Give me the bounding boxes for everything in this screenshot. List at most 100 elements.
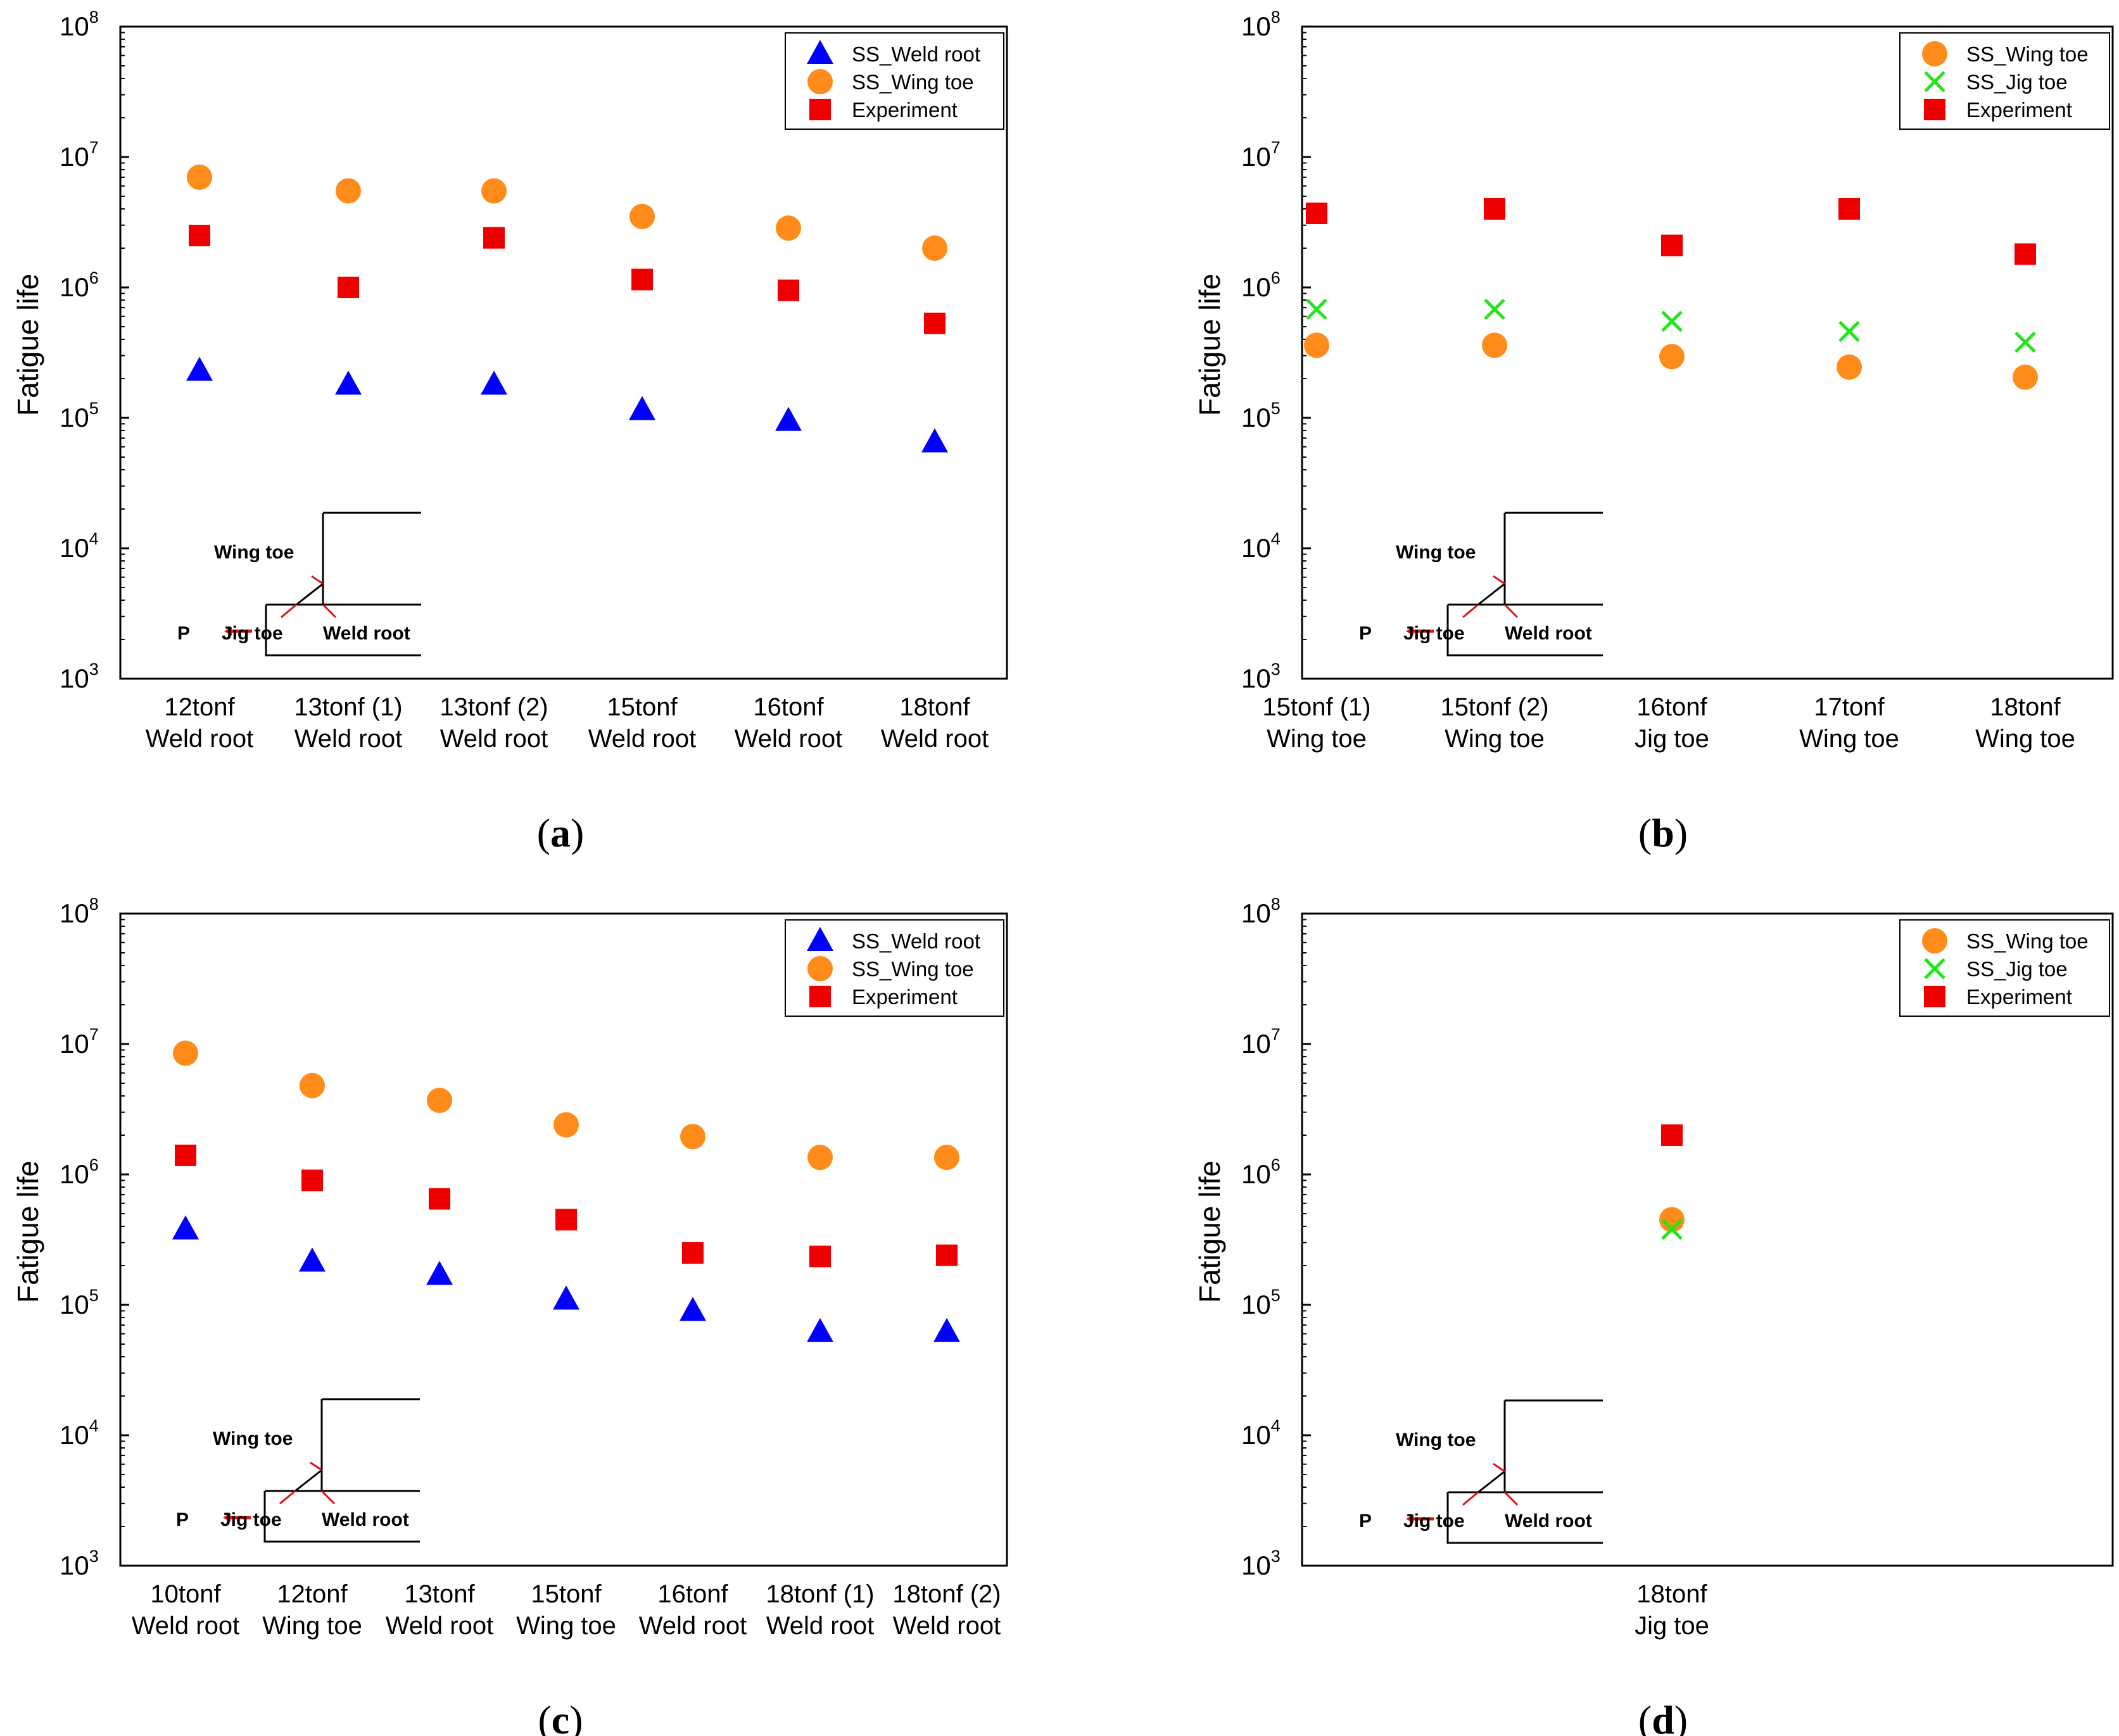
inset-weld-line — [294, 1469, 322, 1492]
legend-label: Experiment — [1966, 98, 2072, 122]
plot-frame — [1301, 912, 2114, 1567]
panel-label-letter: c — [552, 1697, 569, 1736]
y-axis-label: Fatigue life — [1193, 274, 1226, 416]
panel-label-close: ) — [569, 1697, 583, 1736]
inset-diagram: Wing toe Jig toe Weld root P — [1359, 512, 1603, 657]
inset-jig-toe-label: Jig toe — [222, 623, 283, 644]
x-category-label-line1: 18tonf (2) — [892, 1580, 1001, 1608]
legend-label: SS_Weld root — [852, 42, 980, 66]
inset-wing-toe-label: Wing toe — [1396, 542, 1476, 563]
data-point — [775, 406, 802, 431]
y-tick-label: 108 — [1241, 895, 1281, 928]
data-point — [1838, 320, 1860, 343]
wing-toe-arrow — [310, 1461, 322, 1471]
x-category-label-line1: 10tonf — [150, 1580, 221, 1608]
jig-toe-arrow — [281, 603, 297, 619]
y-tick-label: 104 — [1241, 1416, 1281, 1450]
data-point — [1659, 344, 1685, 370]
inset-wing-toe-label: Wing toe — [214, 542, 294, 563]
legend-label: SS_Wing toe — [852, 957, 974, 981]
data-point — [300, 1072, 325, 1098]
series-experiment — [1306, 198, 2036, 265]
y-tick-label: 107 — [1241, 138, 1281, 172]
y-tick-base: 10 — [60, 533, 89, 563]
y-tick-exponent: 8 — [1271, 895, 1281, 914]
x-category-label-line1: 17tonf — [1814, 693, 1885, 721]
series-ss-wing-toe — [187, 164, 947, 261]
wing-toe-arrow — [311, 575, 324, 585]
inset-diagram: Wing toe Jig toe Weld root P — [176, 1398, 420, 1543]
jig-toe-arrow — [1462, 1491, 1479, 1506]
legend-label: Experiment — [852, 985, 958, 1009]
data-point — [1484, 198, 1505, 220]
series-ss-wing-toe — [173, 1040, 959, 1171]
data-point — [936, 1244, 958, 1266]
x-category-label-line1: 16tonf — [657, 1580, 728, 1608]
x-category-label-line1: 16tonf — [753, 693, 824, 721]
y-tick-base: 10 — [1241, 1029, 1271, 1059]
data-point — [1304, 332, 1329, 358]
x-category-label-line1: 18tonf — [899, 693, 970, 721]
y-tick-base: 10 — [1241, 1290, 1271, 1319]
series-experiment — [189, 225, 946, 334]
y-tick-exponent: 3 — [1271, 1547, 1281, 1566]
y-tick-base: 10 — [1241, 1420, 1271, 1450]
weld-root-arrow — [1503, 603, 1519, 619]
wing-toe-arrow — [1493, 575, 1505, 585]
inset-diagram: Wing toe Jig toe Weld root P — [177, 512, 421, 657]
x-category-label-line1: 15tonf (1) — [1262, 693, 1370, 721]
y-tick-label: 104 — [60, 1416, 99, 1450]
data-point — [299, 1247, 326, 1272]
inset-plate — [263, 1490, 420, 1543]
data-point — [1661, 1124, 1683, 1146]
data-point — [778, 279, 799, 301]
data-point — [173, 1040, 198, 1066]
inset-weld-root-label: Weld root — [1505, 1511, 1592, 1532]
panel-label-open: ( — [538, 1697, 551, 1736]
x-category-label-line2: Weld root — [735, 725, 842, 753]
x-category-label-line2: Jig toe — [1635, 725, 1709, 753]
y-tick-base: 10 — [1241, 11, 1271, 41]
data-point — [426, 1261, 453, 1285]
y-tick-label: 108 — [60, 895, 99, 928]
x-category-label-line1: 18tonf — [1636, 1580, 1707, 1608]
y-tick-base: 10 — [60, 1420, 89, 1450]
inset-jig-toe-label: Jig toe — [1403, 1511, 1465, 1532]
legend-marker — [807, 40, 833, 64]
y-tick-base: 10 — [60, 11, 89, 41]
series-ss-weld-root — [172, 1215, 960, 1342]
x-category-label-line2: Wing toe — [516, 1612, 616, 1640]
legend-marker — [809, 99, 831, 120]
y-tick-label: 104 — [60, 529, 99, 563]
data-point — [429, 1188, 450, 1210]
x-category-label-line2: Weld root — [132, 1612, 239, 1640]
y-tick-base: 10 — [1241, 272, 1271, 302]
panel-label-letter: a — [550, 810, 571, 855]
y-tick-label: 108 — [1241, 8, 1281, 41]
wing-toe-arrow — [1493, 1462, 1505, 1473]
data-point — [1661, 1218, 1683, 1240]
weld-root-arrow — [1503, 1491, 1519, 1506]
y-tick-base: 10 — [60, 1290, 89, 1319]
series-ss-jig-toe — [1661, 1218, 1683, 1240]
y-tick-label: 105 — [1241, 1286, 1281, 1319]
panel-label-open: ( — [537, 810, 550, 855]
series-experiment — [175, 1144, 958, 1267]
inset-weld-root-label: Weld root — [323, 623, 410, 644]
y-tick-base: 10 — [1241, 1550, 1271, 1580]
data-point — [186, 356, 213, 381]
y-tick-label: 107 — [1241, 1025, 1281, 1059]
weld-root-arrow — [320, 1490, 336, 1505]
load-arrow-head — [1406, 1514, 1414, 1523]
data-point — [1837, 354, 1862, 380]
plot-frame — [1301, 25, 2114, 680]
x-category-label-line2: Wing toe — [1975, 725, 2075, 753]
y-axis-label: Fatigue life — [11, 1160, 44, 1303]
y-tick-label: 105 — [1241, 399, 1281, 432]
load-arrow-head — [224, 627, 232, 636]
data-point — [921, 428, 948, 453]
y-tick-base: 10 — [1241, 403, 1271, 432]
